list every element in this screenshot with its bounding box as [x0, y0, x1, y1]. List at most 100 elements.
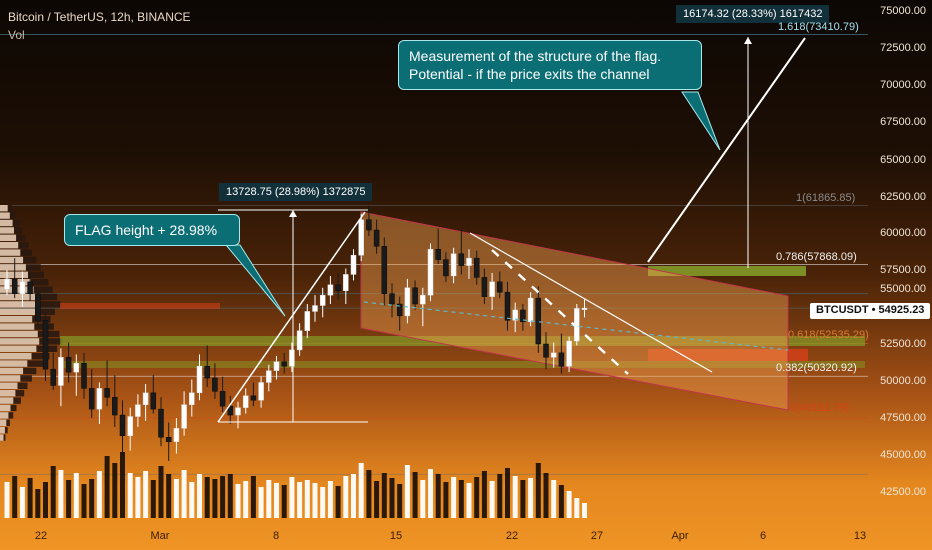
price-tick: 65000.00	[880, 154, 926, 166]
candle-body	[535, 297, 542, 345]
volume-bar	[535, 463, 541, 518]
volume-bar	[443, 482, 449, 518]
volume-indicator-label[interactable]: Vol	[8, 28, 25, 42]
volume-profile-bar-light	[0, 360, 28, 367]
candle-body	[366, 219, 372, 231]
flag-callout-pointer	[224, 244, 286, 317]
fib-label-1618: 1.618(73410.79)	[778, 21, 859, 33]
volume-bar	[27, 478, 33, 518]
volume-profile-bar-light	[0, 353, 32, 360]
candle-body	[427, 249, 434, 296]
volume-bar	[551, 480, 557, 518]
price-tick: 55000.00	[880, 283, 926, 295]
candle-body	[304, 311, 311, 331]
flag-height-note[interactable]: FLAG height + 28.98%	[64, 214, 240, 246]
volume-bar	[297, 482, 303, 518]
volume-bar	[474, 477, 480, 518]
flagpole-line	[217, 211, 366, 423]
volume-bar	[73, 473, 79, 518]
volume-profile-bar-light	[0, 397, 14, 404]
price-tick: 75000.00	[880, 5, 926, 17]
volume-profile-bar-light	[0, 256, 24, 264]
candle-body	[420, 294, 426, 305]
candle-body	[396, 303, 403, 317]
candle-body	[50, 368, 56, 386]
volume-profile-bar-light	[0, 412, 9, 419]
candle-body	[4, 278, 10, 290]
time-tick: 27	[590, 530, 604, 542]
volume-bars	[4, 452, 587, 518]
candle-body	[142, 392, 149, 405]
volume-bar	[351, 474, 356, 518]
volume-bar	[204, 477, 210, 518]
candle-body	[81, 362, 87, 389]
candle-body	[119, 414, 126, 437]
measure-arrow-up	[289, 210, 297, 217]
volume-profile-bar-light	[0, 427, 5, 434]
candle-body	[42, 320, 49, 370]
candle-body	[435, 249, 441, 260]
time-tick: 8	[272, 530, 280, 542]
candle-body	[543, 343, 549, 358]
volume-profile-bar-light	[0, 242, 19, 249]
candles	[4, 205, 588, 461]
fib-zone-0786	[648, 266, 806, 276]
measurement-text-line1: Measurement of the structure of the flag…	[409, 48, 662, 64]
price-dot-icon: •	[871, 304, 876, 316]
volume-profile-bar-light	[0, 234, 17, 241]
measure-label-left: 13728.75 (28.98%) 1372875	[219, 183, 373, 201]
volume-bar	[381, 473, 387, 518]
price-tick: 62500.00	[880, 191, 926, 203]
candle-body	[127, 416, 133, 437]
volume-bar	[166, 474, 172, 518]
volume-bar	[566, 491, 572, 518]
volume-bar	[173, 479, 179, 518]
candle-body	[443, 259, 449, 277]
volume-bar	[81, 484, 87, 518]
volume-bar	[127, 473, 133, 518]
candle-body	[296, 330, 303, 351]
volume-profile-bar-light	[0, 271, 28, 278]
candle-body	[520, 309, 526, 323]
volume-bar	[505, 468, 510, 518]
time-axis[interactable]: 22 Mar 8 15 22 27 Apr 6 13	[0, 524, 868, 550]
candle-body	[512, 309, 518, 321]
volume-bar	[489, 481, 495, 518]
volume-bar	[343, 476, 349, 518]
price-tick: 60000.00	[880, 227, 926, 239]
volume-bar	[543, 473, 549, 518]
candle-body	[319, 294, 326, 306]
price-tick: 70000.00	[880, 79, 926, 91]
volume-bar	[366, 470, 372, 518]
inner-trend-line	[469, 232, 713, 373]
volume-bar	[497, 474, 503, 518]
volume-bar	[12, 476, 18, 518]
candle-body	[73, 362, 80, 373]
volume-bar	[374, 481, 380, 518]
volume-bar	[458, 480, 464, 518]
volume-profile-bar-light	[0, 434, 4, 441]
chart-canvas[interactable]	[0, 0, 868, 524]
price-tick: 57500.00	[880, 264, 926, 276]
candle-body	[196, 365, 203, 394]
candle-body	[150, 392, 157, 410]
candle-body	[350, 254, 357, 275]
price-axis[interactable]: 75000.00 72500.00 70000.00 67500.00 6500…	[868, 0, 932, 550]
volume-profile-bar-light	[0, 264, 26, 271]
volume-bar	[574, 498, 580, 518]
time-tick: 22	[34, 530, 48, 542]
volume-bar	[181, 470, 187, 518]
volume-bar	[158, 466, 164, 518]
candle-body	[135, 404, 141, 417]
candle-body	[250, 395, 257, 401]
price-tick: 42500.00	[880, 486, 926, 498]
drawings[interactable]	[217, 37, 806, 423]
symbol-title[interactable]: Bitcoin / TetherUS, 12h, BINANCE	[8, 10, 191, 24]
candle-body	[235, 407, 241, 416]
candle-body	[158, 408, 164, 438]
last-price-tag: BTCUSDT • 54925.23	[810, 303, 931, 319]
candle-body	[381, 246, 388, 294]
volume-bar	[143, 471, 149, 518]
measurement-note[interactable]: Measurement of the structure of the flag…	[398, 40, 702, 90]
volume-bar	[120, 452, 125, 518]
